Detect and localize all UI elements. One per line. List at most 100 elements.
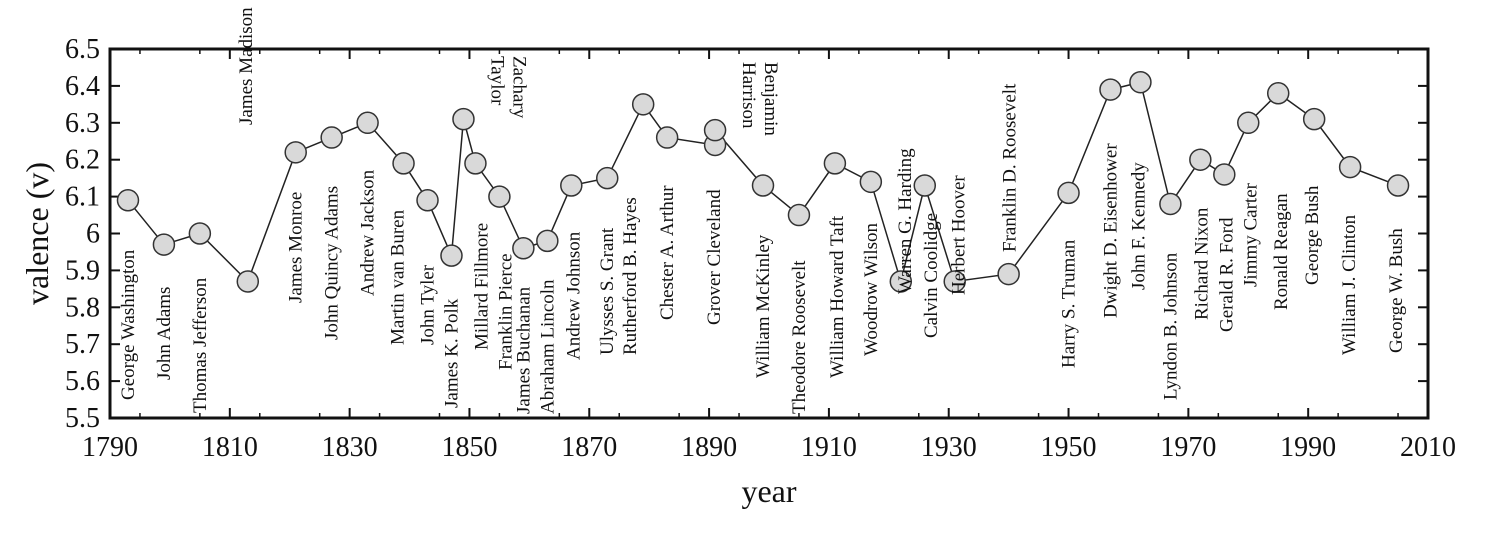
point-label: Ulysses S. Grant	[597, 227, 618, 355]
data-point-marker	[751, 174, 775, 197]
markers	[116, 70, 1410, 293]
point-labels: George Washington John Adams Thomas Jeffer…	[118, 7, 1407, 414]
point-label-part: Zachary	[508, 56, 529, 119]
data-point-marker	[703, 118, 727, 142]
data-point-marker	[440, 244, 463, 267]
point-label: Woodrow Wilson	[861, 223, 882, 356]
data-point-marker	[595, 166, 619, 190]
data-point-marker	[356, 111, 379, 135]
data-point-marker	[320, 126, 343, 149]
data-point-marker	[631, 93, 655, 116]
x-tick-label: 1790	[82, 432, 138, 463]
point-label: Andrew Jackson	[358, 169, 379, 296]
data-point-marker	[152, 233, 176, 256]
point-label: John Adams	[154, 287, 175, 380]
point-label: Warren G. Harding	[895, 148, 916, 294]
data-point-marker	[416, 189, 439, 212]
data-point-marker	[1302, 107, 1326, 131]
axes: 1790 1810 1830 1850 1870 1890 1910 1930 1950 1970…	[65, 34, 1456, 463]
y-tick-label: 5.6	[65, 366, 100, 397]
x-axis-title: year	[741, 473, 796, 509]
y-tick-label: 5.9	[65, 255, 100, 286]
data-point-marker	[488, 185, 511, 208]
data-point-marker	[116, 189, 140, 212]
x-tick-label: 1930	[921, 432, 977, 463]
data-point-marker	[1338, 155, 1362, 179]
point-label: Martin van Buren	[388, 209, 409, 345]
point-label-part: Taylor	[486, 56, 507, 106]
point-label: Andrew Johnson	[563, 231, 584, 360]
data-point-marker	[1057, 181, 1080, 205]
point-label: Lyndon B. Johnson	[1160, 252, 1181, 400]
point-label: Gerald R. Ford	[1216, 217, 1237, 332]
y-tick-label: 5.7	[65, 329, 100, 360]
point-label: William McKinley	[753, 234, 774, 378]
point-label: George Bush	[1302, 185, 1323, 285]
data-point-marker	[1099, 78, 1122, 101]
point-label: Dwight D. Eisenhower	[1100, 143, 1121, 318]
x-tick-label: 1950	[1041, 432, 1097, 463]
point-label: Rutherford B. Hayes	[620, 197, 641, 355]
point-label: James K. Polk	[441, 298, 462, 408]
data-point-marker	[1266, 82, 1290, 105]
data-point-marker	[1237, 111, 1260, 135]
data-point-marker	[392, 152, 415, 175]
x-tick-label: 1910	[801, 432, 857, 463]
data-point-marker	[859, 170, 883, 194]
point-label: Jimmy Carter	[1240, 182, 1261, 287]
data-point-marker	[188, 222, 212, 245]
point-label: Franklin D. Roosevelt	[1000, 83, 1021, 252]
point-label: James Buchanan	[513, 286, 534, 414]
data-point-marker	[1386, 174, 1410, 197]
data-point-marker	[787, 203, 811, 227]
point-label: George Washington	[118, 249, 139, 400]
point-label: Herbert Hoover	[949, 175, 970, 295]
data-point-marker	[655, 126, 679, 149]
y-axis-title: valence (v)	[19, 162, 55, 305]
point-label: James Monroe	[286, 192, 307, 303]
point-label: Theodore Roosevelt	[789, 260, 810, 414]
point-label: William Howard Taft	[827, 215, 848, 378]
x-tick-label: 1850	[441, 432, 497, 463]
point-label: Chester A. Arthur	[657, 185, 678, 320]
data-point-marker	[464, 152, 487, 175]
point-label: Millard Fillmore	[471, 223, 492, 350]
point-label: Abraham Lincoln	[537, 279, 558, 414]
x-tick-label: 2010	[1400, 432, 1456, 463]
point-label: Grover Cleveland	[704, 189, 725, 325]
data-point-marker	[284, 141, 307, 164]
x-tick-label: 1890	[681, 432, 737, 463]
y-tick-label: 6.5	[65, 34, 100, 65]
data-point-marker	[823, 152, 847, 175]
data-point-marker	[889, 270, 913, 293]
data-point-marker	[452, 107, 475, 131]
data-point-marker	[913, 174, 937, 197]
x-tick-label: 1810	[202, 432, 258, 463]
data-point-marker	[997, 262, 1020, 286]
x-tick-label: 1830	[322, 432, 378, 463]
point-label: Harry S. Truman	[1059, 239, 1080, 368]
point-label: John Quincy Adams	[322, 186, 343, 340]
point-label-part: Benjamin	[760, 62, 781, 136]
y-tick-label: 6	[86, 219, 100, 250]
point-label: Ronald Reagan	[1271, 193, 1292, 310]
y-tick-label: 5.5	[65, 403, 100, 434]
y-tick-label: 6.2	[65, 145, 100, 176]
x-tick-label: 1990	[1280, 432, 1336, 463]
point-label: James Madison	[236, 7, 257, 125]
y-tick-label: 6.4	[65, 71, 100, 102]
y-tick-label: 6.1	[65, 182, 100, 213]
data-point-marker	[536, 229, 559, 253]
point-label: George W. Bush	[1386, 228, 1407, 353]
data-point-marker	[236, 270, 260, 293]
data-point-marker	[943, 270, 966, 293]
x-tick-label: 1870	[561, 432, 617, 463]
data-point-marker	[560, 174, 583, 197]
point-label: John Tyler	[418, 264, 439, 345]
data-point-marker	[1189, 148, 1212, 171]
data-point-marker	[512, 237, 535, 260]
data-point-marker	[1159, 192, 1182, 216]
point-label-part: Harrison	[738, 62, 759, 129]
